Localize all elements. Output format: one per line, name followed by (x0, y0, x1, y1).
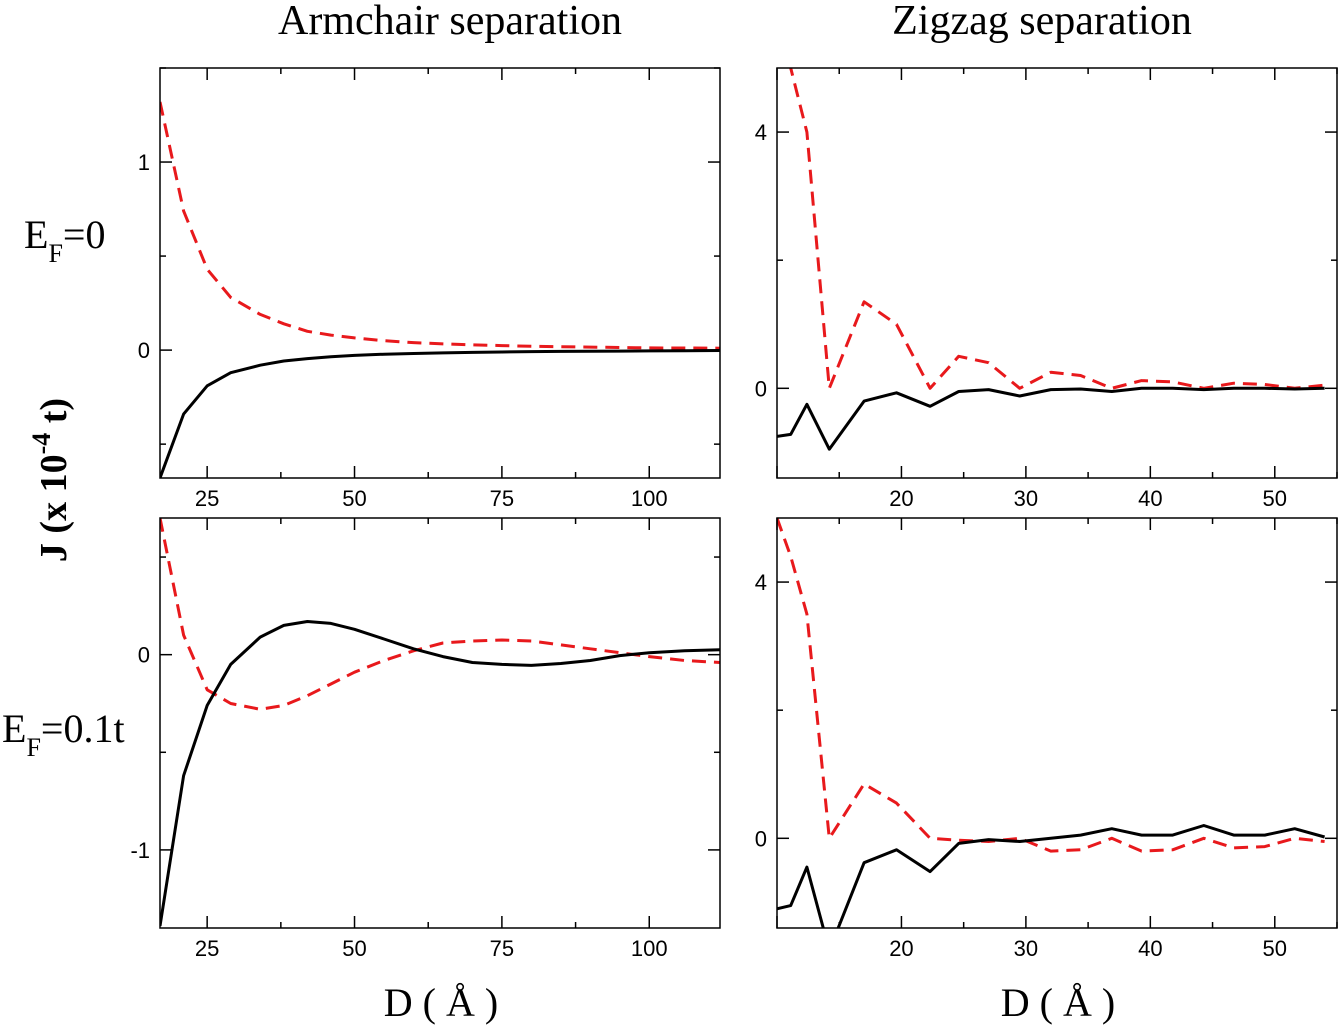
y-tick-label: 0 (755, 826, 767, 851)
series-solid-armchair-ef0 (160, 349, 720, 478)
x-tick-label: 75 (490, 936, 514, 961)
row-label-ef01-sub: F (26, 733, 40, 762)
x-tick-label: 20 (889, 486, 913, 511)
series-solid-zigzag-ef0 (777, 386, 1325, 451)
y-tick-label: 0 (755, 376, 767, 401)
plot-frame-armchair-ef01 (159, 517, 721, 929)
row-label-ef01: EF=0.1t (2, 706, 125, 762)
series-solid-armchair-ef01 (160, 620, 720, 927)
plot-frame-zigzag-ef01 (776, 517, 1338, 929)
x-tick-label: 25 (195, 486, 219, 511)
x-tick-label: 100 (631, 486, 668, 511)
column-title-zigzag: Zigzag separation (892, 0, 1192, 44)
panel-zigzag-ef0: 20 30 40 50 0 4 (755, 67, 1338, 511)
series-dashed-armchair-ef0 (160, 101, 720, 350)
plot-frame-zigzag-ef0 (776, 67, 1338, 479)
row-label-ef01-rest: =0.1t (41, 706, 125, 751)
panel-zigzag-ef01: 20 30 40 50 0 4 (755, 517, 1338, 961)
series-solid-zigzag-ef01 (777, 824, 1326, 928)
panel-armchair-ef0: 25 50 75 100 0 1 (138, 67, 721, 511)
y-axis-label: J (x 10-4 t) (27, 398, 75, 562)
row-label-ef0: EF=0 (24, 212, 105, 268)
y-tick-label: 0 (138, 643, 150, 668)
row-label-ef0-rest: =0 (63, 212, 106, 257)
y-tick-label: 4 (755, 120, 767, 145)
x-axis-label-zigzag: D ( Å ) (1001, 980, 1115, 1025)
column-title-armchair: Armchair separation (278, 0, 622, 44)
y-axis-label-exponent: -4 (27, 433, 56, 455)
panel-armchair-ef01: 25 50 75 100 -1 0 (130, 517, 721, 961)
row-label-ef01-main: E (2, 706, 26, 751)
y-axis-label-prefix: J (x 10 (33, 454, 75, 562)
x-tick-label: 50 (342, 486, 366, 511)
x-tick-label: 25 (195, 936, 219, 961)
x-tick-label: 40 (1138, 486, 1162, 511)
series-dashed-zigzag-ef01 (777, 518, 1325, 853)
x-tick-label: 30 (1014, 936, 1038, 961)
series-dashed-armchair-ef01 (160, 518, 720, 711)
x-tick-label: 30 (1014, 486, 1038, 511)
plot-frame-armchair-ef0 (159, 67, 721, 479)
row-label-ef0-sub: F (48, 239, 62, 268)
y-axis-label-suffix: t) (33, 398, 75, 433)
x-tick-label: 40 (1138, 936, 1162, 961)
x-tick-label: 50 (1263, 936, 1287, 961)
y-tick-label: 0 (138, 338, 150, 363)
y-tick-label: -1 (130, 838, 150, 863)
y-tick-label: 1 (138, 150, 150, 175)
x-tick-label: 50 (342, 936, 366, 961)
x-tick-label: 50 (1263, 486, 1287, 511)
y-tick-label: 4 (755, 570, 767, 595)
series-dashed-zigzag-ef0 (789, 68, 1325, 390)
x-tick-label: 20 (889, 936, 913, 961)
row-label-ef0-main: E (24, 212, 48, 257)
x-axis-label-armchair: D ( Å ) (384, 980, 498, 1025)
y-axis-label-group: J (x 10-4 t) (27, 398, 75, 562)
x-tick-label: 75 (490, 486, 514, 511)
x-tick-label: 100 (631, 936, 668, 961)
